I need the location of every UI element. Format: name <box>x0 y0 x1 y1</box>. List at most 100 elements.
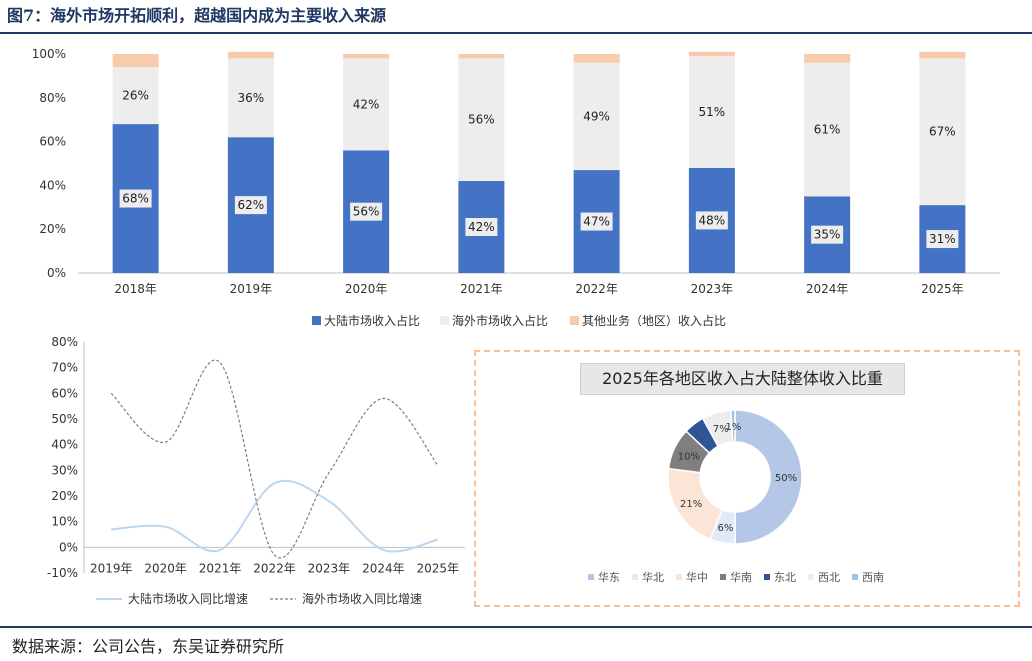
donut-legend-swatch <box>852 574 858 580</box>
bar-label-box <box>926 230 959 249</box>
bar-label-box <box>695 211 728 230</box>
donut-legend-label: 西南 <box>862 571 884 584</box>
bar-x-tick: 2024年 <box>806 282 849 296</box>
bar-label-box <box>119 86 152 105</box>
donut-legend-swatch <box>588 574 594 580</box>
bar-y-tick: 80% <box>39 91 66 105</box>
line-x-tick: 2019年 <box>90 561 133 575</box>
data-source: 数据来源：公司公告，东吴证券研究所 <box>12 637 285 656</box>
line-x-tick: 2020年 <box>144 561 187 575</box>
line-y-tick: 80% <box>51 335 78 349</box>
bar-label-box <box>695 103 728 122</box>
bar-data-label: 42% <box>353 97 380 111</box>
footer-divider <box>0 626 1032 628</box>
bar-data-label: 47% <box>583 215 610 229</box>
bar-segment-3 <box>112 54 159 68</box>
bar-legend-swatch <box>312 316 321 325</box>
bar-y-tick: 100% <box>32 47 66 61</box>
title-divider <box>0 32 1032 34</box>
bar-data-label: 68% <box>122 192 149 206</box>
line-x-tick: 2022年 <box>253 561 296 575</box>
line-x-tick: 2025年 <box>417 561 460 575</box>
bar-x-tick: 2021年 <box>460 282 503 296</box>
donut-legend-label: 华中 <box>686 570 708 584</box>
bar-data-label: 31% <box>929 232 956 246</box>
donut-data-label: 21% <box>680 499 702 510</box>
bar-data-label: 62% <box>238 198 265 212</box>
line-y-tick: 30% <box>51 463 78 477</box>
donut-legend-swatch <box>720 574 726 580</box>
donut-legend-label: 华南 <box>730 570 752 584</box>
donut-chart-title: 2025年各地区收入占大陆整体收入比重 <box>580 363 905 395</box>
bar-label-box <box>926 122 959 141</box>
bar-data-label: 61% <box>814 123 841 137</box>
donut-data-label: 10% <box>678 451 700 462</box>
line-y-tick: 0% <box>59 540 78 554</box>
line-y-tick: 60% <box>51 386 78 400</box>
line-x-tick: 2021年 <box>199 561 242 575</box>
bar-segment-3 <box>804 54 851 63</box>
bar-label-box <box>350 95 383 114</box>
line-x-tick: 2023年 <box>308 561 351 575</box>
donut-legend-label: 华北 <box>642 570 664 584</box>
donut-legend-label: 华东 <box>598 570 620 584</box>
donut-legend-swatch <box>632 574 638 580</box>
bar-data-label: 56% <box>353 205 380 219</box>
growth-line-chart: -10% 0% 10% 20% 30% 40% 50% 60% 70% 80% 2019年 2020年… <box>47 335 465 606</box>
bar-legend-label: 其他业务（地区）收入占比 <box>582 313 726 328</box>
line-y-tick: -10% <box>47 566 78 580</box>
bar-y-tick: 20% <box>39 222 66 236</box>
bar-data-label: 35% <box>814 228 841 242</box>
donut-chart-panel <box>474 350 1020 607</box>
bar-data-label: 67% <box>929 125 956 139</box>
bar-segment-3 <box>573 54 620 63</box>
donut-data-label: 1% <box>725 422 741 433</box>
bar-legend-swatch <box>440 316 449 325</box>
bar-label-box <box>119 189 152 208</box>
line-series-1 <box>111 479 439 553</box>
figure-title: 图7：海外市场开拓顺利，超越国内成为主要收入来源 <box>7 6 387 25</box>
donut-legend-swatch <box>764 574 770 580</box>
region-donut-chart: 50% 6% 21% 10% 7%1% 华东 华北 华中 华南 东北 西北 西南 <box>588 409 884 584</box>
bar-label-box <box>465 218 498 237</box>
bar-label-box <box>465 110 498 129</box>
bar-data-label: 56% <box>468 113 495 127</box>
line-y-tick: 10% <box>51 515 78 529</box>
bar-segment-3 <box>458 54 505 59</box>
bar-legend-label: 海外市场收入占比 <box>452 313 548 328</box>
bar-label-box <box>580 107 613 126</box>
bar-x-tick: 2023年 <box>691 282 734 296</box>
bar-x-tick: 2022年 <box>575 282 618 296</box>
bar-label-box <box>234 196 267 215</box>
bar-segment-3 <box>688 51 735 57</box>
bar-legend-swatch <box>570 316 579 325</box>
bar-data-label: 48% <box>699 213 726 227</box>
bar-y-tick: 40% <box>39 178 66 192</box>
bar-data-label: 26% <box>122 89 149 103</box>
donut-legend-label: 东北 <box>774 571 796 584</box>
donut-legend-swatch <box>808 574 814 580</box>
line-y-tick: 50% <box>51 412 78 426</box>
bar-label-box <box>811 120 844 139</box>
stacked-bar-chart: 0% 20% 40% 60% 80% 100% 68% 26% 2018年 62% 36% 2019年… <box>32 47 1000 328</box>
line-series-2 <box>110 359 439 559</box>
bar-data-label: 36% <box>238 91 265 105</box>
donut-slice <box>734 409 803 545</box>
bar-label-box <box>234 88 267 107</box>
line-y-tick: 70% <box>51 361 78 375</box>
bar-data-label: 49% <box>583 109 610 123</box>
bar-segment-3 <box>343 54 390 59</box>
bar-data-label: 51% <box>699 105 726 119</box>
donut-legend-label: 西北 <box>818 571 840 584</box>
line-y-tick: 40% <box>51 438 78 452</box>
bar-segment-3 <box>919 51 966 59</box>
line-x-tick: 2024年 <box>362 561 405 575</box>
donut-legend-swatch <box>676 574 682 580</box>
bar-x-tick: 2020年 <box>345 282 388 296</box>
bar-x-tick: 2018年 <box>114 282 157 296</box>
donut-slice <box>729 409 736 443</box>
bar-label-box <box>811 225 844 244</box>
bar-data-label: 42% <box>468 220 495 234</box>
bar-x-tick: 2019年 <box>230 282 273 296</box>
line-legend-label: 海外市场收入同比增速 <box>302 591 422 606</box>
